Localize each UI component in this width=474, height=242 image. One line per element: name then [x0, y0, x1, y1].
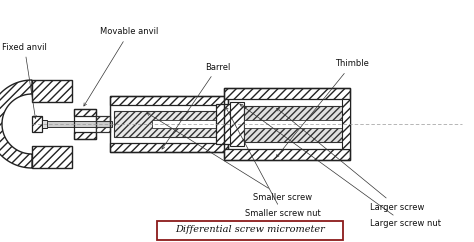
Bar — [42, 120, 47, 128]
Bar — [32, 116, 42, 132]
Text: Smaller screw nut: Smaller screw nut — [226, 107, 321, 219]
Bar — [32, 80, 72, 102]
Bar — [96, 116, 110, 121]
FancyBboxPatch shape — [157, 220, 343, 240]
Text: Movable anvil: Movable anvil — [84, 28, 158, 106]
Text: Smaller screw: Smaller screw — [147, 113, 312, 202]
Bar — [110, 96, 228, 152]
Text: Differential screw micrometer: Differential screw micrometer — [175, 226, 325, 234]
Text: Larger screw nut: Larger screw nut — [240, 104, 441, 228]
Bar — [244, 120, 344, 128]
Bar — [74, 132, 96, 139]
Bar — [152, 120, 228, 128]
Polygon shape — [0, 80, 32, 168]
Bar — [114, 111, 228, 137]
Bar — [224, 88, 350, 99]
Bar — [96, 127, 110, 132]
Bar — [32, 146, 72, 168]
Bar — [342, 99, 350, 149]
Bar — [244, 106, 344, 142]
Bar — [230, 102, 244, 146]
Text: Thimble: Thimble — [276, 60, 369, 157]
Bar — [110, 143, 228, 152]
Bar — [110, 96, 228, 105]
Bar — [224, 88, 350, 160]
Bar — [47, 121, 112, 127]
Text: Barrel: Barrel — [162, 62, 230, 149]
Bar — [74, 109, 96, 139]
Text: Larger screw: Larger screw — [277, 108, 424, 212]
Bar — [224, 149, 350, 160]
Bar — [74, 109, 96, 116]
Bar — [96, 116, 110, 132]
Bar — [216, 104, 232, 144]
Text: Fixed anvil: Fixed anvil — [2, 43, 47, 119]
